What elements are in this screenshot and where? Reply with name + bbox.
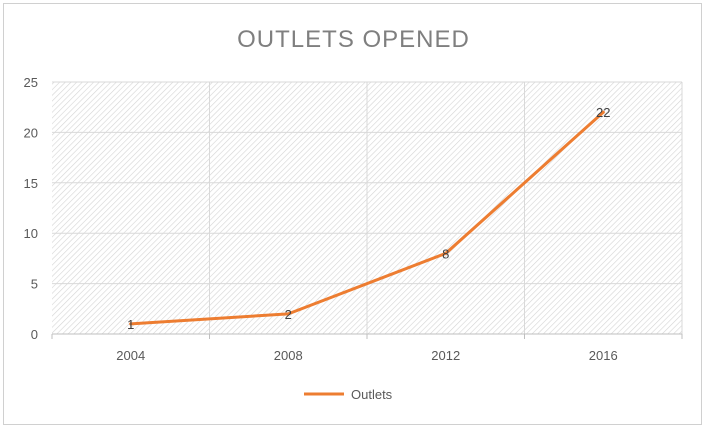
- x-tick-label: 2008: [274, 348, 303, 363]
- data-point: [129, 322, 133, 326]
- data-point: [286, 312, 290, 316]
- x-tick-label: 2004: [116, 348, 145, 363]
- data-label: 22: [596, 105, 610, 120]
- y-tick-label: 20: [24, 125, 38, 140]
- legend-label: Outlets: [351, 387, 393, 402]
- x-tick-label: 2016: [589, 348, 618, 363]
- data-point: [444, 251, 448, 255]
- y-tick-label: 10: [24, 226, 38, 241]
- y-tick-label: 5: [31, 277, 38, 292]
- y-tick-label: 15: [24, 176, 38, 191]
- y-tick-label: 25: [24, 75, 38, 90]
- data-point: [601, 110, 605, 114]
- x-tick-label: 2012: [431, 348, 460, 363]
- y-tick-label: 0: [31, 327, 38, 342]
- data-label: 1: [127, 317, 134, 332]
- series-line-outlets: [129, 110, 605, 326]
- data-label: 8: [442, 246, 449, 261]
- chart-title: OUTLETS OPENED: [237, 26, 470, 53]
- data-label: 2: [285, 307, 292, 322]
